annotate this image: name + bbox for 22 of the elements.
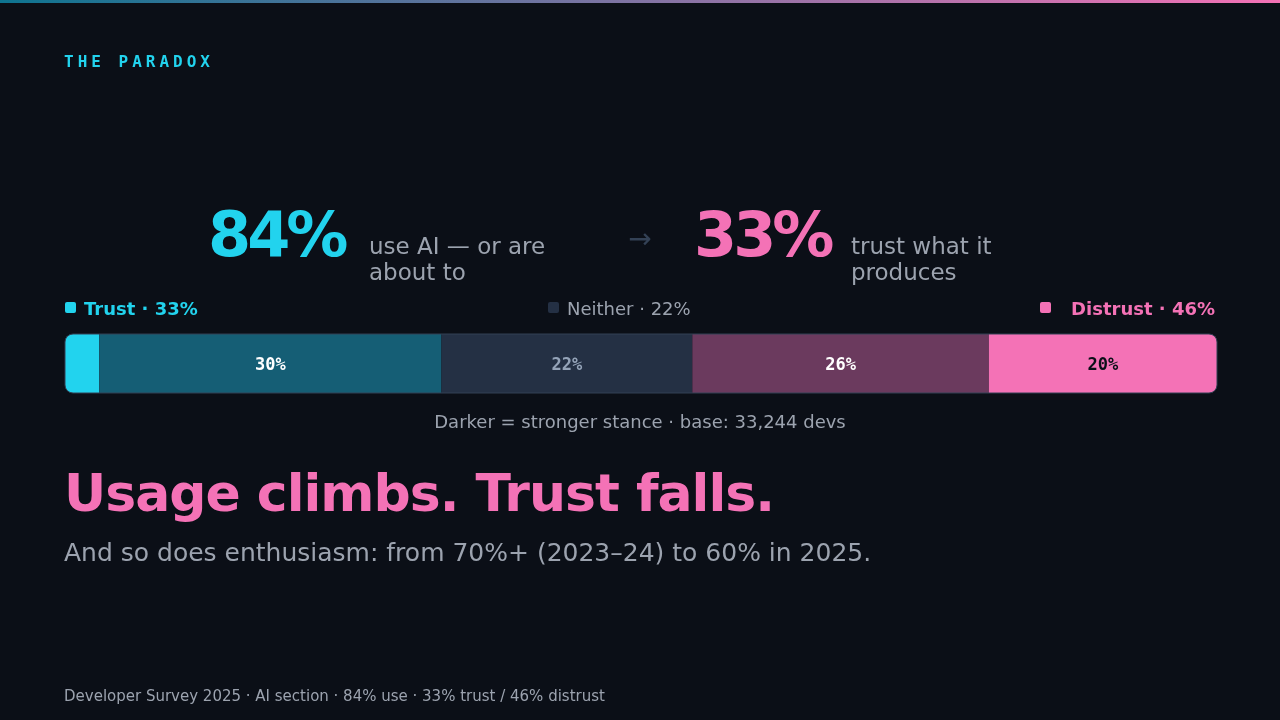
bar [988, 334, 1217, 393]
text: → [628, 222, 652, 255]
text: Darker = stronger stance · base: 33,244 devs [434, 411, 846, 432]
text: And so does enthusiasm: from 70%+ (2023–24) to 60% in 2025. [64, 538, 872, 567]
text: Usage climbs. Trust falls. [64, 463, 774, 523]
data-label: 22% [551, 353, 583, 374]
text: trust what it produces [851, 233, 992, 285]
text: THE PARADOX [64, 52, 214, 71]
data-label: 26% [825, 353, 857, 374]
text: Developer Survey 2025 · AI section · 84% use · 33% trust / 46% distrust [64, 687, 606, 705]
text: Trust · 33% [84, 298, 198, 319]
data-label: 30% [254, 353, 287, 374]
bar [692, 334, 989, 393]
text: 84% [208, 198, 348, 271]
text: Neither · 22% [567, 298, 691, 319]
bar [65, 334, 100, 393]
bar [99, 334, 442, 393]
text: 33% [694, 198, 834, 271]
text: Distrust · 46% [1071, 298, 1215, 319]
bar [441, 334, 693, 393]
data-label: 20% [1087, 353, 1120, 374]
text: use AI — or are about to [369, 233, 546, 285]
